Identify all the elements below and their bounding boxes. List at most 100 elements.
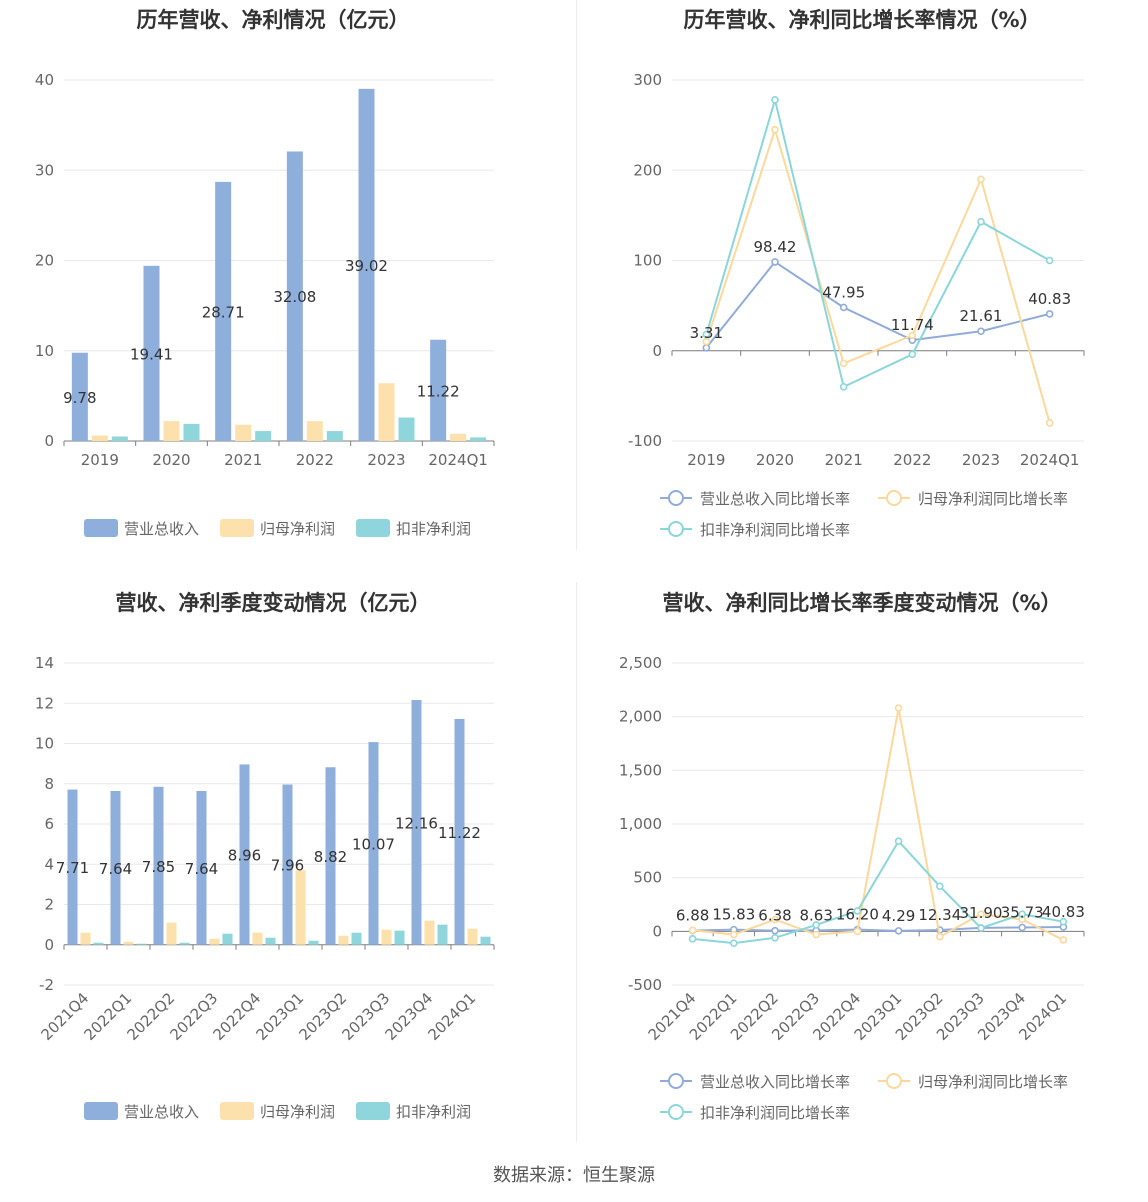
legend-swatch-marker	[668, 490, 684, 506]
y-tick-label: -100	[628, 432, 662, 450]
y-tick-label: 100	[633, 252, 662, 270]
annual-growth-chart: 历年营收、净利同比增长率情况（%） -100 0 100 200 300 2019 2020 2…	[574, 0, 1148, 582]
x-tick-label: 2020	[756, 451, 794, 469]
series-point-2	[977, 924, 985, 932]
revenue-growth-data-label: 8.63	[799, 906, 832, 924]
bar-deducted-profit	[480, 936, 491, 945]
bar-net-profit	[91, 435, 108, 441]
bar-deducted-profit	[308, 940, 319, 945]
bar-net-profit	[163, 421, 180, 441]
bar-revenue	[110, 790, 121, 945]
y-tick-label: 0	[44, 432, 54, 450]
annual-amount-chart: 历年营收、净利情况（亿元） 0 10 20 30 40 2019 2020 2021 2022 20…	[0, 0, 574, 582]
legend-label: 归母净利润同比增长率	[918, 490, 1068, 508]
revenue-growth-data-label: 11.74	[891, 316, 934, 334]
bar-deducted-profit	[437, 924, 448, 945]
series-point-0	[1018, 923, 1027, 932]
bar-deducted-profit	[326, 431, 343, 441]
bar-deducted-profit	[111, 436, 128, 441]
bar-net-profit	[209, 938, 220, 945]
bar-net-profit	[252, 932, 263, 945]
bar-revenue	[153, 786, 164, 945]
bar-revenue	[143, 265, 160, 441]
bar-deducted-profit	[470, 437, 487, 441]
series-point-2	[1018, 910, 1027, 918]
legend-swatch-marker	[668, 1073, 684, 1089]
bar-net-profit	[166, 922, 177, 945]
bar-net-profit	[378, 383, 395, 441]
x-tick-label: 2023	[962, 451, 1000, 469]
bar-deducted-profit	[394, 930, 405, 945]
bar-revenue	[286, 151, 303, 441]
x-tick-label: 2021	[224, 451, 262, 469]
y-tick-label: 2	[44, 896, 54, 914]
revenue-growth-data-label: 35.73	[1001, 903, 1044, 921]
bar-net-profit	[306, 421, 323, 441]
y-tick-label: 4	[44, 855, 54, 873]
revenue-data-label: 7.71	[56, 859, 89, 877]
legend-label: 营业总收入	[124, 1103, 199, 1121]
y-tick-label: 6	[44, 815, 54, 833]
x-tick-label: 2024Q1	[1020, 451, 1080, 469]
quarterly-amount-chart-svg: 营收、净利季度变动情况（亿元）-2024681012142021Q42022Q1…	[35, 591, 495, 1121]
annual-amount-chart-svg: 历年营收、净利情况（亿元） 0 10 20 30 40 2019 2020 2021 2022 20…	[35, 8, 495, 538]
revenue-growth-data-label: 3.31	[690, 324, 723, 342]
series-point-1	[771, 915, 779, 924]
revenue-growth-data-label: 12.34	[918, 906, 961, 924]
series-point-2	[977, 217, 985, 226]
bar-net-profit	[80, 932, 91, 945]
revenue-growth-data-label: 98.42	[754, 238, 797, 256]
bar-revenue	[430, 339, 447, 441]
legend-label: 扣非净利润同比增长率	[700, 521, 850, 539]
series-point-0	[894, 927, 903, 935]
y-tick-label: -500	[628, 976, 662, 994]
bar-revenue	[67, 789, 78, 945]
bar-revenue	[239, 764, 250, 945]
series-point-1	[853, 927, 862, 936]
x-tick-label: 2022	[296, 451, 334, 469]
series-point-1	[1045, 419, 1054, 427]
revenue-data-label: 8.96	[228, 847, 261, 865]
revenue-data-label: 39.02	[345, 257, 388, 275]
y-tick-label: 1,000	[619, 815, 662, 833]
divider-bottom	[576, 582, 577, 1142]
legend-label: 扣非净利润	[396, 1103, 471, 1121]
bar-deducted-profit	[136, 943, 147, 945]
legend-label: 归母净利润	[260, 520, 335, 538]
series-point-2	[894, 837, 903, 845]
revenue-growth-data-label: 6.88	[676, 907, 709, 925]
revenue-growth-data-label: 47.95	[822, 283, 865, 301]
legend-label: 营业总收入	[124, 520, 199, 538]
legend-label: 营业总收入同比增长率	[700, 490, 850, 508]
legend-swatch	[356, 519, 390, 537]
series-line-0	[692, 925, 1064, 932]
y-tick-label: 0	[652, 342, 662, 360]
bar-deducted-profit	[351, 932, 362, 945]
y-tick-label: 10	[35, 735, 54, 753]
revenue-growth-data-label: 31.90	[960, 904, 1003, 922]
series-point-0	[839, 303, 848, 312]
bar-net-profit	[467, 928, 478, 945]
legend-swatch-marker	[886, 490, 902, 506]
revenue-data-label: 11.22	[438, 824, 481, 842]
legend-label: 扣非净利润同比增长率	[700, 1104, 850, 1122]
bar-net-profit	[338, 935, 349, 945]
y-tick-label: 8	[44, 775, 54, 793]
chart-title: 营收、净利同比增长率季度变动情况（%）	[662, 591, 1061, 615]
data-source-note: 数据来源：恒生聚源	[493, 1165, 655, 1186]
legend-label: 归母净利润	[260, 1103, 335, 1121]
y-tick-label: -2	[39, 976, 54, 994]
series-point-0	[977, 327, 985, 336]
chart-title: 营收、净利季度变动情况（亿元）	[116, 591, 431, 615]
quarterly-amount-chart: 营收、净利季度变动情况（亿元） -2 0 2 4 6 8 10 12 14 2021Q4 2022Q1…	[0, 582, 574, 1164]
series-line-0	[705, 260, 1050, 349]
series-point-1	[688, 926, 697, 935]
series-point-2	[771, 96, 779, 104]
legend-label: 归母净利润同比增长率	[918, 1073, 1068, 1091]
revenue-data-label: 19.41	[130, 345, 173, 363]
series-point-1	[812, 930, 820, 939]
legend-swatch-marker	[886, 1073, 902, 1089]
bar-net-profit	[123, 941, 134, 945]
bar-deducted-profit	[93, 942, 104, 945]
series-point-2	[908, 350, 917, 359]
